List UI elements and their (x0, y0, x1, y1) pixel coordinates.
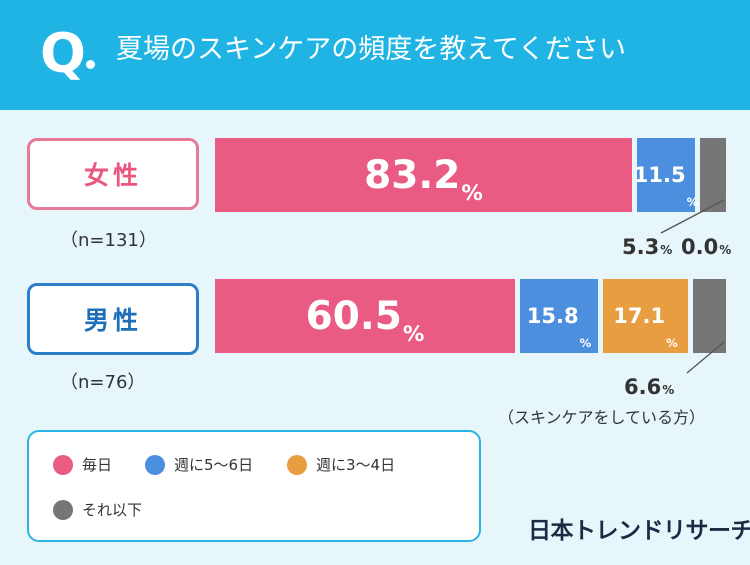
bar-value-unit: % (686, 194, 699, 209)
bar-female-5-6: 11.5% (633, 138, 698, 212)
bar-value-label: 17.1 (613, 304, 666, 328)
leader-line-female (660, 199, 725, 234)
label-male-less: 6.6% (624, 375, 675, 399)
legend-item-less: それ以下 (53, 499, 142, 520)
bar-value-unit: % (666, 335, 678, 350)
legend-dot-3-4 (287, 454, 307, 475)
bar-value-label: 83.2 (364, 152, 461, 198)
brand-logo-text: 日本トレンドリサーチ (528, 518, 750, 544)
legend-label-5-6: 週に5〜6日 (174, 456, 254, 474)
n-count-male: （n=76） (60, 372, 146, 393)
legend: 毎日 週に5〜6日 週に3〜4日 それ以下 (27, 430, 481, 542)
legend-label-daily: 毎日 (82, 456, 113, 474)
legend-item-daily: 毎日 (53, 454, 112, 475)
chart-title: 夏場のスキンケアの頻度を教えてください (116, 34, 627, 65)
q-letter: Q (40, 22, 86, 85)
label-female-less: 5.3% (622, 235, 673, 259)
bar-female-daily: 83.2% (215, 138, 632, 212)
q-dot (86, 60, 95, 69)
bar-value-label: 15.8 (526, 304, 579, 328)
label-female-3-4: 0.0% (681, 235, 732, 259)
bar-male-daily: 60.5% (215, 279, 515, 353)
bar-value-unit: % (579, 335, 592, 350)
leader-line-male (686, 341, 725, 374)
bar-female-less (700, 138, 726, 212)
group-label-female: 女性 (27, 138, 199, 210)
respondent-note: （スキンケアをしている方） (498, 408, 706, 427)
bar-male-less (693, 279, 726, 353)
legend-label-3-4: 週に3〜4日 (316, 456, 396, 474)
group-label-male: 男性 (27, 283, 199, 355)
n-count-female: （n=131） (60, 230, 157, 251)
bar-value-label: 11.5 (633, 163, 686, 187)
legend-dot-5-6 (145, 454, 165, 475)
legend-dot-daily (53, 454, 73, 475)
bar-male-3-4: 17.1% (603, 279, 688, 353)
bar-value-unit: % (402, 322, 425, 347)
bar-value-label: 60.5 (305, 293, 402, 339)
legend-dot-less (53, 499, 73, 520)
legend-item-3-4: 週に3〜4日 (287, 454, 395, 475)
header-banner: Q 夏場のスキンケアの頻度を教えてください (0, 0, 750, 110)
legend-label-less: それ以下 (82, 501, 143, 519)
legend-item-5-6: 週に5〜6日 (145, 454, 253, 475)
bar-male-5-6: 15.8% (520, 279, 598, 353)
bar-value-unit: % (461, 181, 483, 206)
